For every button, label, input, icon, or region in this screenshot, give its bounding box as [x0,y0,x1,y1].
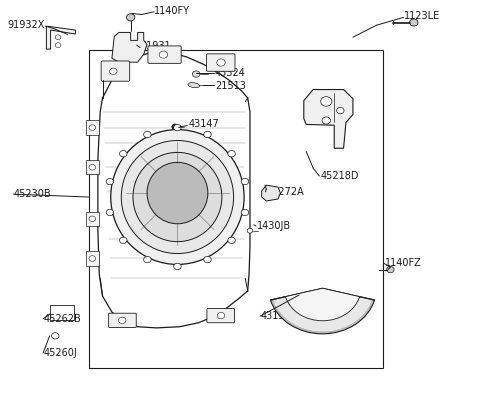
Bar [49,305,74,320]
Circle shape [109,68,117,74]
Circle shape [89,125,96,131]
Ellipse shape [188,83,200,88]
Bar [86,121,99,135]
Circle shape [89,164,96,170]
FancyBboxPatch shape [207,308,235,323]
Ellipse shape [133,152,222,242]
Circle shape [228,150,235,157]
Circle shape [120,237,127,244]
FancyBboxPatch shape [101,61,130,81]
Circle shape [51,333,59,339]
Text: 1140FZ: 1140FZ [385,258,421,268]
Text: 21513: 21513 [215,81,246,91]
Circle shape [204,131,211,138]
Text: 45260J: 45260J [43,348,77,358]
Text: 91932X: 91932X [8,20,45,30]
Bar [86,160,99,174]
Circle shape [174,125,181,131]
Circle shape [336,107,344,114]
Circle shape [106,178,114,185]
Text: 45272A: 45272A [266,187,304,197]
Text: 1140FY: 1140FY [154,6,190,16]
Bar [86,252,99,265]
Wedge shape [286,288,360,321]
Circle shape [247,228,253,233]
Circle shape [55,35,61,39]
Circle shape [322,117,330,124]
Text: 1430JB: 1430JB [257,221,291,231]
Circle shape [172,124,179,130]
Text: 45230B: 45230B [13,189,51,199]
Text: 1123LE: 1123LE [405,11,441,21]
FancyBboxPatch shape [148,46,181,63]
Bar [86,212,99,226]
Circle shape [386,266,394,273]
Polygon shape [112,32,147,62]
Circle shape [144,131,151,138]
Bar [88,50,384,368]
Text: 43135: 43135 [260,311,291,321]
Circle shape [217,59,225,66]
FancyBboxPatch shape [206,54,235,71]
Circle shape [120,150,127,157]
Circle shape [144,256,151,263]
Text: 45324: 45324 [215,68,246,78]
Polygon shape [47,26,75,49]
Circle shape [119,317,126,324]
FancyBboxPatch shape [108,313,136,328]
Circle shape [126,14,135,21]
Text: 45262B: 45262B [43,314,81,324]
Circle shape [55,43,61,47]
Circle shape [204,256,211,263]
Text: 45218D: 45218D [320,171,359,181]
Wedge shape [271,288,374,334]
Polygon shape [304,90,353,148]
Polygon shape [262,185,280,201]
Circle shape [106,209,114,216]
Circle shape [159,51,168,58]
Ellipse shape [121,140,234,254]
Text: 43147: 43147 [188,119,219,129]
Circle shape [241,178,249,185]
Circle shape [89,256,96,261]
Circle shape [228,237,235,244]
Circle shape [241,209,249,216]
Circle shape [89,216,96,222]
Circle shape [174,263,181,269]
Circle shape [217,312,225,319]
Ellipse shape [147,162,208,224]
Circle shape [409,19,418,26]
Text: 91931: 91931 [140,41,170,51]
Circle shape [192,71,200,77]
Ellipse shape [111,130,244,264]
Circle shape [321,97,332,106]
